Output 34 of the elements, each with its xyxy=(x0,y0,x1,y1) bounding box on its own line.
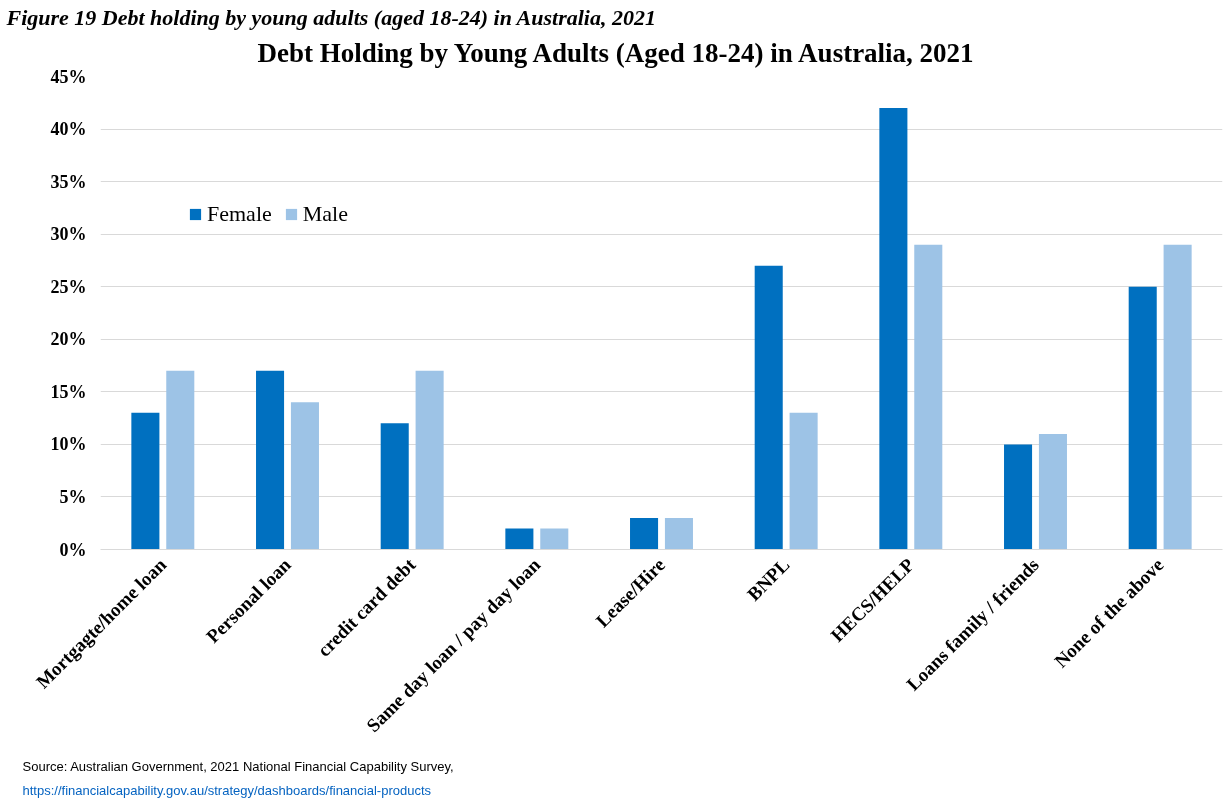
bar xyxy=(879,108,908,550)
bar xyxy=(131,412,160,550)
bar xyxy=(1128,286,1157,550)
y-tick-label: 40% xyxy=(50,119,87,140)
bar xyxy=(664,517,693,550)
caption: Figure 19 Debt holding by young adults (aged 18-24) in Australia, 2021 xyxy=(5,4,656,30)
legend-label: Male xyxy=(302,201,348,227)
bar xyxy=(505,528,534,550)
y-tick-label: 15% xyxy=(50,381,87,402)
source-note: Source: Australian Government, 2021 National Financial Capability Survey, xyxy=(22,758,454,774)
y-tick-label: 10% xyxy=(50,434,87,455)
chart-title: Debt Holding by Young Adults (Aged 18-24) in Australia, 2021 xyxy=(257,38,974,68)
bar xyxy=(256,370,285,550)
bar xyxy=(1163,244,1192,550)
bar xyxy=(415,370,444,550)
y-tick-label: 0% xyxy=(59,539,87,560)
legend-label: Female xyxy=(207,201,272,227)
y-tick-label: 25% xyxy=(50,276,87,297)
bar xyxy=(630,517,659,550)
y-tick-label: 20% xyxy=(50,329,87,350)
bar xyxy=(1038,433,1067,550)
bar xyxy=(290,402,319,550)
text: https://financialcapability.gov.au/strategy/dashboards/financial-products xyxy=(22,782,432,798)
y-tick-label: 30% xyxy=(50,224,87,245)
y-tick-label: 5% xyxy=(59,486,87,507)
y-tick-label: 45% xyxy=(50,66,87,87)
bar xyxy=(754,265,783,550)
bar xyxy=(1004,444,1033,550)
bar xyxy=(914,244,943,550)
y-tick-label: 35% xyxy=(50,171,87,192)
bar xyxy=(789,412,818,550)
bar xyxy=(166,370,195,550)
bar xyxy=(380,423,409,550)
bar xyxy=(540,528,569,550)
